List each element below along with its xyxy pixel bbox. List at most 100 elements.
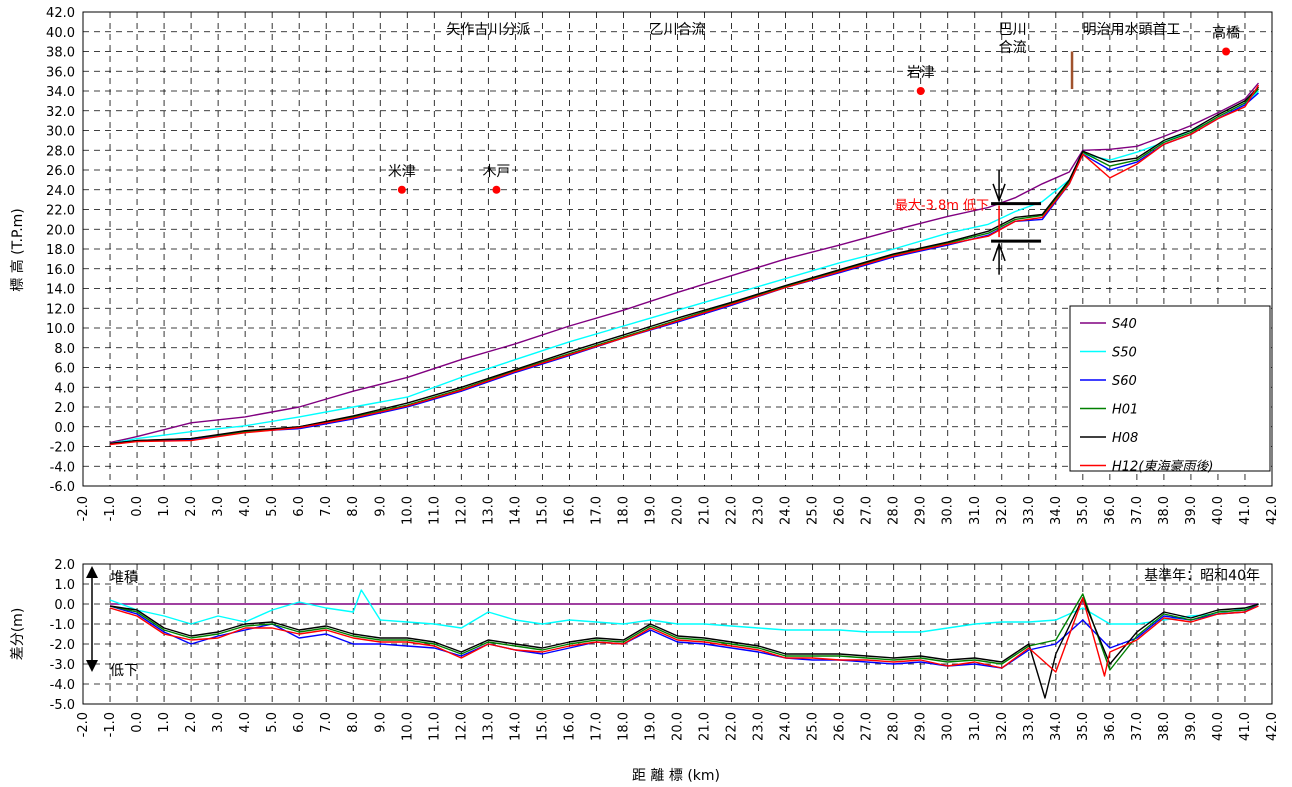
y-tick-label: 2.0 bbox=[54, 558, 75, 573]
x-tick-label: -2.0 bbox=[76, 496, 91, 521]
legend-label: H01 bbox=[1112, 403, 1138, 418]
river-feature-label: 乙川合流 bbox=[650, 22, 706, 38]
y-tick-label: 14.0 bbox=[46, 283, 75, 298]
y-tick-label: -4.0 bbox=[50, 678, 75, 693]
x-tick-label: 21.0 bbox=[698, 496, 713, 525]
top-plot: -6.0 -4.0 -2.0 0.0 2.0 4.0 6.0 8.0 10.0 12.0 14.0 1… bbox=[9, 6, 1280, 525]
river-feature-label: 巴川 bbox=[999, 22, 1027, 38]
x-tick-label: -1.0 bbox=[103, 496, 118, 521]
y-tick-label: 2.0 bbox=[54, 401, 75, 416]
y-tick-label: 16.0 bbox=[46, 263, 75, 278]
legend-label: S60 bbox=[1112, 374, 1137, 389]
series-line-4 bbox=[109, 86, 1260, 445]
series-line-0 bbox=[109, 82, 1260, 444]
x-tick-label: 16.0 bbox=[562, 712, 577, 741]
place-label: 岩津 bbox=[907, 65, 935, 81]
down-arrow-head bbox=[86, 660, 98, 672]
x-tick-label: 28.0 bbox=[887, 712, 902, 741]
x-tick-label: 16.0 bbox=[562, 496, 577, 525]
y-tick-label: 26.0 bbox=[46, 164, 75, 179]
bottom-plot: -5.0 -4.0 -3.0 -2.0 -1.0 0.0 1.0 2.0 -2.0 -1.0 0.… bbox=[10, 558, 1280, 784]
x-tick-label: 37.0 bbox=[1130, 496, 1145, 525]
x-tick-label: 37.0 bbox=[1130, 712, 1145, 741]
x-tick-label: 19.0 bbox=[643, 712, 658, 741]
x-tick-label: 2.0 bbox=[184, 496, 199, 517]
legend-items: S40 S50 S60 H01 H08 H12(東海豪雨後) bbox=[1080, 317, 1213, 475]
y-tick-label: -2.0 bbox=[50, 441, 75, 456]
series-line-1 bbox=[109, 589, 1259, 633]
x-tick-label: 31.0 bbox=[968, 496, 983, 525]
x-tick-label: 2.0 bbox=[184, 712, 199, 733]
y-tick-label: 36.0 bbox=[46, 65, 75, 80]
bottom-x-tick-labels: -2.0 -1.0 0.0 1.0 2.0 3.0 4.0 5.0 6.0 7.0 8.0 9.0 10… bbox=[76, 712, 1280, 741]
drop-arrow-top bbox=[992, 183, 1006, 203]
y-tick-label: 10.0 bbox=[46, 322, 75, 337]
x-tick-label: 12.0 bbox=[454, 712, 469, 741]
y-tick-label: 30.0 bbox=[46, 125, 75, 140]
x-tick-label: 1.0 bbox=[157, 496, 172, 517]
y-tick-label: 0.0 bbox=[54, 421, 75, 436]
x-tick-label: 18.0 bbox=[616, 712, 631, 741]
y-tick-label: 4.0 bbox=[54, 381, 75, 396]
y-tick-label: 28.0 bbox=[46, 144, 75, 159]
x-tick-label: 35.0 bbox=[1076, 712, 1091, 741]
reference-year-label: 基準年：昭和40年 bbox=[1144, 567, 1260, 584]
x-tick-label: 35.0 bbox=[1076, 496, 1091, 525]
place-marker bbox=[916, 87, 925, 95]
place-label: 木戸 bbox=[482, 164, 510, 180]
place-marker bbox=[1222, 47, 1231, 56]
x-tick-label: 14.0 bbox=[508, 496, 523, 525]
x-tick-label: 17.0 bbox=[589, 712, 604, 741]
x-tick-label: 18.0 bbox=[616, 496, 631, 525]
x-tick-label: 34.0 bbox=[1049, 496, 1064, 525]
x-tick-label: 13.0 bbox=[481, 496, 496, 525]
x-tick-label: 22.0 bbox=[725, 712, 740, 741]
x-tick-label: 23.0 bbox=[752, 496, 767, 525]
y-tick-label: 32.0 bbox=[46, 105, 75, 120]
x-tick-label: 0.0 bbox=[130, 712, 145, 733]
x-tick-label: 26.0 bbox=[833, 712, 848, 741]
x-tick-label: 7.0 bbox=[319, 712, 334, 733]
y-tick-label: 8.0 bbox=[54, 342, 75, 357]
x-tick-label: 0.0 bbox=[130, 496, 145, 517]
x-tick-label: 36.0 bbox=[1103, 496, 1118, 525]
y-tick-label: -1.0 bbox=[50, 618, 75, 633]
x-tick-label: 34.0 bbox=[1049, 712, 1064, 741]
x-tick-label: 32.0 bbox=[995, 496, 1010, 525]
x-tick-label: 26.0 bbox=[833, 496, 848, 525]
y-tick-label: 20.0 bbox=[46, 223, 75, 238]
up-label: 堆積 bbox=[110, 570, 138, 586]
y-tick-label: 1.0 bbox=[54, 578, 75, 593]
x-tick-label: 4.0 bbox=[238, 496, 253, 517]
x-tick-label: 27.0 bbox=[860, 496, 875, 525]
legend-box bbox=[1069, 305, 1271, 472]
x-tick-label: 6.0 bbox=[292, 712, 307, 733]
river-feature-label: 合流 bbox=[999, 40, 1027, 56]
x-tick-label: 4.0 bbox=[238, 712, 253, 733]
y-tick-label: 24.0 bbox=[46, 184, 75, 199]
x-tick-label: 33.0 bbox=[1022, 496, 1037, 525]
x-tick-label: 33.0 bbox=[1022, 712, 1037, 741]
x-tick-label: 8.0 bbox=[346, 496, 361, 517]
x-tick-label: 11.0 bbox=[427, 496, 442, 525]
x-tick-label: 8.0 bbox=[346, 712, 361, 733]
series-line-5 bbox=[109, 597, 1259, 677]
x-tick-label: 40.0 bbox=[1211, 712, 1226, 741]
x-tick-label: 21.0 bbox=[698, 712, 713, 741]
legend-label: H12(東海豪雨後) bbox=[1112, 459, 1213, 475]
legend-label: H08 bbox=[1112, 431, 1138, 446]
x-tick-label: 9.0 bbox=[373, 496, 388, 517]
series-line-4 bbox=[109, 597, 1259, 699]
y-tick-label: -2.0 bbox=[50, 638, 75, 653]
legend-label: S50 bbox=[1112, 346, 1137, 361]
y-tick-label: 40.0 bbox=[46, 26, 75, 41]
x-tick-label: 42.0 bbox=[1265, 712, 1280, 741]
x-tick-label: 13.0 bbox=[481, 712, 496, 741]
x-tick-label: 31.0 bbox=[968, 712, 983, 741]
down-label: 低下 bbox=[110, 663, 138, 679]
x-tick-label: 5.0 bbox=[265, 712, 280, 733]
x-tick-label: 3.0 bbox=[211, 496, 226, 517]
x-tick-label: 6.0 bbox=[292, 496, 307, 517]
x-tick-label: 12.0 bbox=[454, 496, 469, 525]
